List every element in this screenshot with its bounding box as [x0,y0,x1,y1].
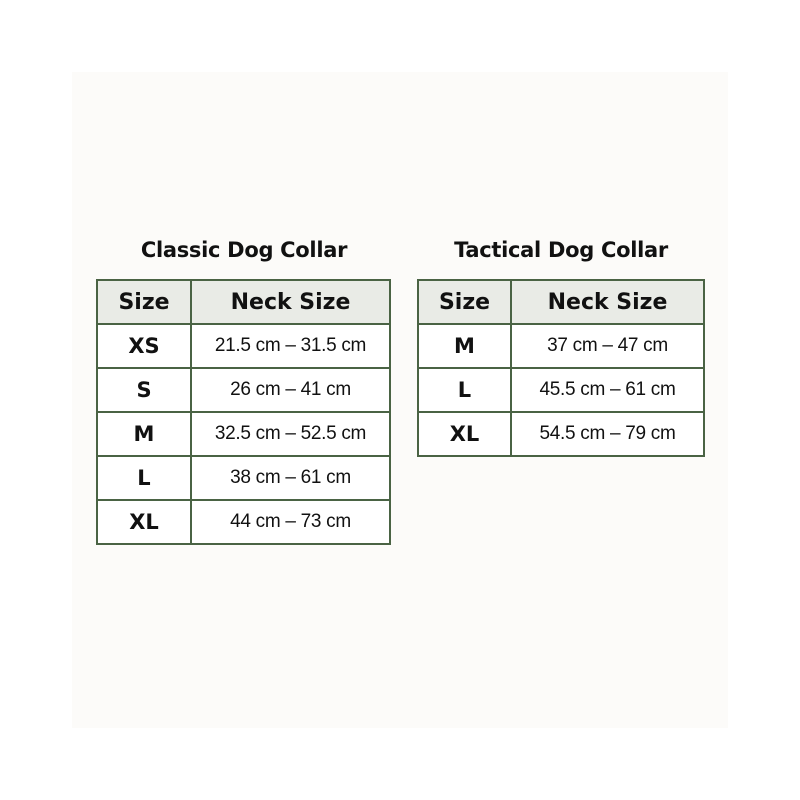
tactical-collar-title: Tactical Dog Collar [454,238,668,262]
size-cell: XL [417,411,512,457]
header-size: Size [417,279,512,325]
neck-size-cell: 21.5 cm – 31.5 cm [190,323,391,369]
table-row: XS 21.5 cm – 31.5 cm [96,323,391,369]
table-row: XL 54.5 cm – 79 cm [417,411,705,457]
table-row: L 38 cm – 61 cm [96,455,391,501]
size-cell: M [417,323,512,369]
size-cell: S [96,367,192,413]
size-cell: XL [96,499,192,545]
neck-size-cell: 32.5 cm – 52.5 cm [190,411,391,457]
neck-size-cell: 38 cm – 61 cm [190,455,391,501]
neck-size-cell: 37 cm – 47 cm [510,323,705,369]
header-size: Size [96,279,192,325]
size-cell: L [417,367,512,413]
classic-collar-title: Classic Dog Collar [140,238,348,262]
size-cell: M [96,411,192,457]
neck-size-cell: 54.5 cm – 79 cm [510,411,705,457]
tactical-collar-size-table: Size Neck Size M 37 cm – 47 cm L 45.5 cm –… [417,279,705,457]
table-row: M 32.5 cm – 52.5 cm [96,411,391,457]
header-neck-size: Neck Size [190,279,391,325]
table-header-row: Size Neck Size [417,279,705,325]
table-row: M 37 cm – 47 cm [417,323,705,369]
table-header-row: Size Neck Size [96,279,391,325]
table-row: L 45.5 cm – 61 cm [417,367,705,413]
neck-size-cell: 45.5 cm – 61 cm [510,367,705,413]
table-row: S 26 cm – 41 cm [96,367,391,413]
size-cell: XS [96,323,192,369]
table-row: XL 44 cm – 73 cm [96,499,391,545]
size-cell: L [96,455,192,501]
neck-size-cell: 44 cm – 73 cm [190,499,391,545]
classic-collar-size-table: Size Neck Size XS 21.5 cm – 31.5 cm S 26 c… [96,279,391,545]
header-neck-size: Neck Size [510,279,705,325]
neck-size-cell: 26 cm – 41 cm [190,367,391,413]
